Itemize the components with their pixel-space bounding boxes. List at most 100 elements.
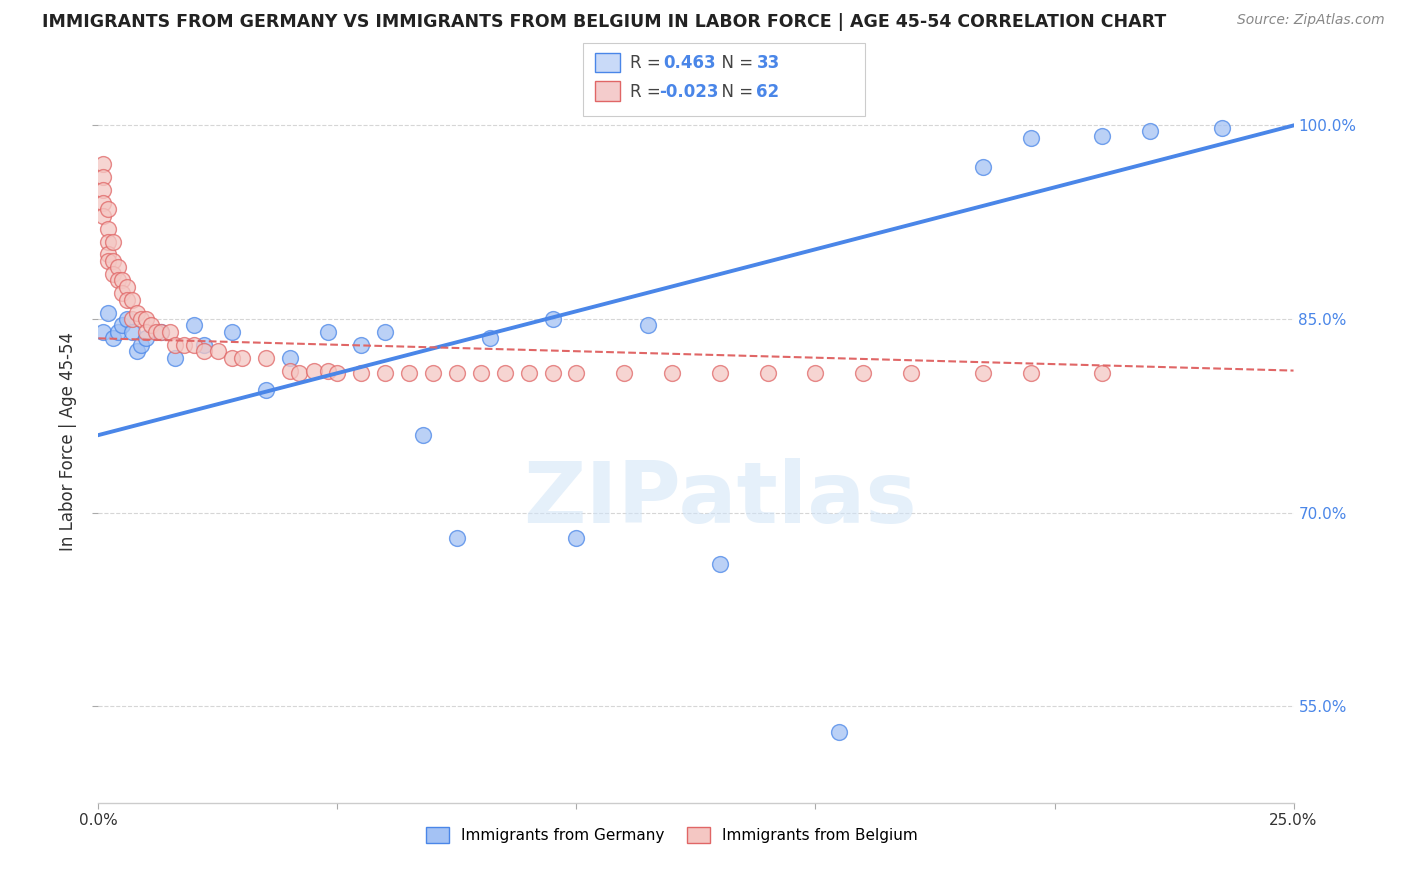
Point — [541, 366, 564, 380]
Point — [565, 531, 588, 545]
Point — [374, 325, 396, 339]
Point — [374, 366, 396, 380]
Point — [163, 351, 186, 365]
Point — [135, 325, 157, 339]
Point — [145, 325, 167, 339]
Point — [97, 235, 120, 249]
Point — [637, 318, 659, 333]
Point — [107, 260, 129, 275]
Point — [135, 312, 157, 326]
Point — [91, 325, 114, 339]
Point — [316, 363, 339, 377]
Point — [1139, 123, 1161, 137]
Point — [350, 366, 373, 380]
Point — [221, 351, 243, 365]
Point — [221, 325, 243, 339]
Point — [91, 195, 114, 210]
Point — [193, 344, 215, 359]
Point — [149, 325, 172, 339]
Point — [398, 366, 420, 380]
Point — [1091, 128, 1114, 143]
Point — [97, 253, 120, 268]
Point — [163, 338, 186, 352]
Point — [97, 202, 120, 217]
Text: IMMIGRANTS FROM GERMANY VS IMMIGRANTS FROM BELGIUM IN LABOR FORCE | AGE 45-54 CO: IMMIGRANTS FROM GERMANY VS IMMIGRANTS FR… — [42, 13, 1167, 31]
Point — [302, 363, 325, 377]
Text: 0.463: 0.463 — [664, 54, 716, 71]
Point — [541, 312, 564, 326]
Point — [1019, 366, 1042, 380]
Point — [107, 325, 129, 339]
Point — [115, 293, 138, 307]
Point — [111, 286, 134, 301]
Text: ZIPatlas: ZIPatlas — [523, 458, 917, 541]
Text: N =: N = — [711, 83, 759, 101]
Point — [470, 366, 492, 380]
Point — [804, 366, 827, 380]
Point — [288, 366, 311, 380]
Point — [972, 160, 994, 174]
Point — [111, 318, 134, 333]
Point — [479, 331, 502, 345]
Point — [1091, 366, 1114, 380]
Point — [254, 351, 277, 365]
Point — [254, 383, 277, 397]
Point — [101, 235, 124, 249]
Point — [139, 318, 162, 333]
Point — [613, 366, 636, 380]
Point — [159, 325, 181, 339]
Point — [852, 366, 875, 380]
Text: R =: R = — [630, 54, 666, 71]
Point — [97, 247, 120, 261]
Point — [193, 338, 215, 352]
Point — [125, 305, 148, 319]
Point — [183, 338, 205, 352]
Point — [97, 305, 120, 319]
Text: 62: 62 — [756, 83, 779, 101]
Point — [121, 325, 143, 339]
Point — [231, 351, 253, 365]
Point — [661, 366, 683, 380]
Point — [121, 312, 143, 326]
Point — [1019, 131, 1042, 145]
Point — [446, 366, 468, 380]
Point — [111, 273, 134, 287]
Point — [125, 344, 148, 359]
Point — [900, 366, 922, 380]
Point — [91, 157, 114, 171]
Point — [412, 428, 434, 442]
Point — [149, 325, 172, 339]
Point — [709, 366, 731, 380]
Point — [972, 366, 994, 380]
Point — [131, 338, 153, 352]
Point — [107, 273, 129, 287]
Point — [828, 724, 851, 739]
Point — [91, 209, 114, 223]
Point — [91, 169, 114, 184]
Point — [173, 338, 195, 352]
Point — [278, 363, 301, 377]
Point — [101, 267, 124, 281]
Point — [97, 221, 120, 235]
Legend: Immigrants from Germany, Immigrants from Belgium: Immigrants from Germany, Immigrants from… — [420, 822, 924, 849]
Point — [121, 293, 143, 307]
Point — [101, 331, 124, 345]
Point — [446, 531, 468, 545]
Point — [131, 312, 153, 326]
Point — [494, 366, 516, 380]
Point — [115, 312, 138, 326]
Text: Source: ZipAtlas.com: Source: ZipAtlas.com — [1237, 13, 1385, 28]
Point — [135, 331, 157, 345]
Point — [115, 279, 138, 293]
Text: R =: R = — [630, 83, 666, 101]
Point — [101, 253, 124, 268]
Point — [183, 318, 205, 333]
Point — [709, 557, 731, 571]
Point — [207, 344, 229, 359]
Text: 33: 33 — [756, 54, 780, 71]
Point — [517, 366, 540, 380]
Point — [91, 183, 114, 197]
Point — [278, 351, 301, 365]
Point — [756, 366, 779, 380]
Point — [316, 325, 339, 339]
